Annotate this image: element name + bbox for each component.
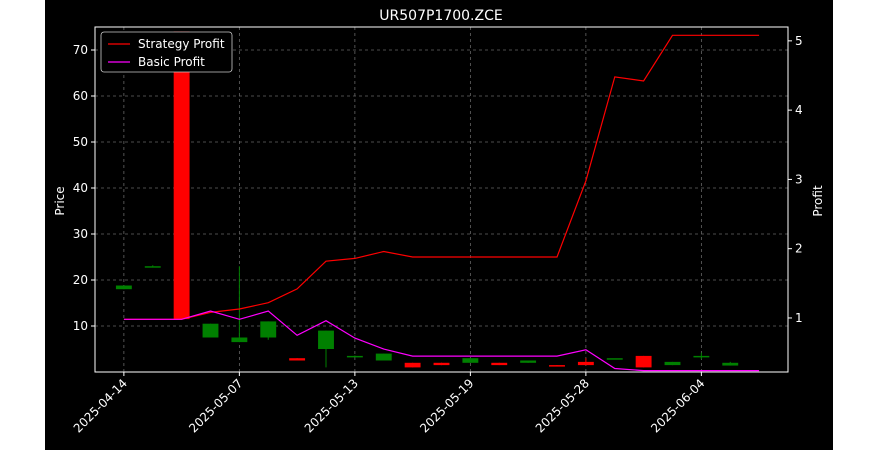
candle-body [635, 355, 652, 368]
profit-lines [123, 34, 760, 372]
candle-body [722, 362, 739, 366]
y-tick-label-left: 50 [73, 135, 88, 149]
legend-box [100, 31, 233, 73]
candle-body [318, 330, 334, 349]
y-tick-label-left: 10 [73, 319, 88, 333]
y-axis-right: 1 2 3 4 5 [788, 34, 803, 325]
y-tick-label-left: 70 [73, 43, 88, 57]
candle-body [577, 361, 594, 366]
x-tick-label: 2025-05-28 [533, 376, 592, 435]
candles [115, 31, 739, 368]
candle-body [115, 285, 132, 290]
plot-frame [94, 26, 789, 373]
candle-body [375, 353, 392, 361]
x-tick-label: 2025-05-13 [302, 376, 361, 435]
grid [95, 27, 788, 372]
y-axis-left: 10 20 30 40 50 60 70 [73, 43, 95, 333]
x-tick-label: 2025-04-14 [71, 376, 130, 435]
candle-body [404, 362, 421, 368]
candle-body [433, 362, 450, 366]
candle-body [693, 355, 710, 358]
chart-svg: UR507P1700.ZCE 10 20 30 40 50 60 70 1 2 3 4 5 2025… [53, 8, 825, 435]
y-tick-label-right: 1 [795, 311, 803, 325]
candle-body [664, 361, 681, 366]
y-tick-label-right: 4 [795, 103, 803, 117]
y-tick-label-left: 20 [73, 273, 88, 287]
y-tick-label-right: 5 [795, 34, 803, 48]
candle-body [260, 321, 277, 338]
x-tick-label: 2025-05-19 [417, 376, 476, 435]
candle-body [491, 362, 508, 366]
y-tick-label-left: 40 [73, 181, 88, 195]
y-tick-label-left: 30 [73, 227, 88, 241]
y-tick-label-right: 3 [795, 172, 803, 186]
chart-figure: UR507P1700.ZCE 10 20 30 40 50 60 70 1 2 3 4 5 2025… [45, 0, 833, 450]
candle-body [173, 31, 190, 320]
y-axis-right-label: Profit [811, 185, 825, 217]
candle-body [346, 355, 363, 358]
legend-label: Strategy Profit [138, 37, 225, 51]
legend: Strategy Profit Basic Profit [100, 31, 233, 73]
chart-title: UR507P1700.ZCE [379, 8, 502, 24]
candle-body [520, 360, 537, 363]
x-tick-label: 2025-06-04 [648, 376, 707, 435]
candle-body [144, 266, 161, 268]
y-axis-left-label: Price [53, 186, 67, 215]
series-line [123, 34, 760, 320]
series-line [123, 310, 760, 372]
candle-body [462, 358, 479, 363]
candle-body [606, 358, 623, 360]
candle-body [289, 358, 306, 361]
x-tick-label: 2025-05-07 [186, 376, 245, 435]
y-tick-label-right: 2 [795, 242, 803, 256]
candle-body [202, 323, 219, 338]
y-tick-label-left: 60 [73, 89, 88, 103]
candle-body [231, 337, 248, 343]
candle-body [549, 365, 565, 367]
x-axis: 2025-04-14 2025-05-07 2025-05-13 2025-05-19… [71, 372, 707, 435]
legend-label: Basic Profit [138, 55, 205, 69]
